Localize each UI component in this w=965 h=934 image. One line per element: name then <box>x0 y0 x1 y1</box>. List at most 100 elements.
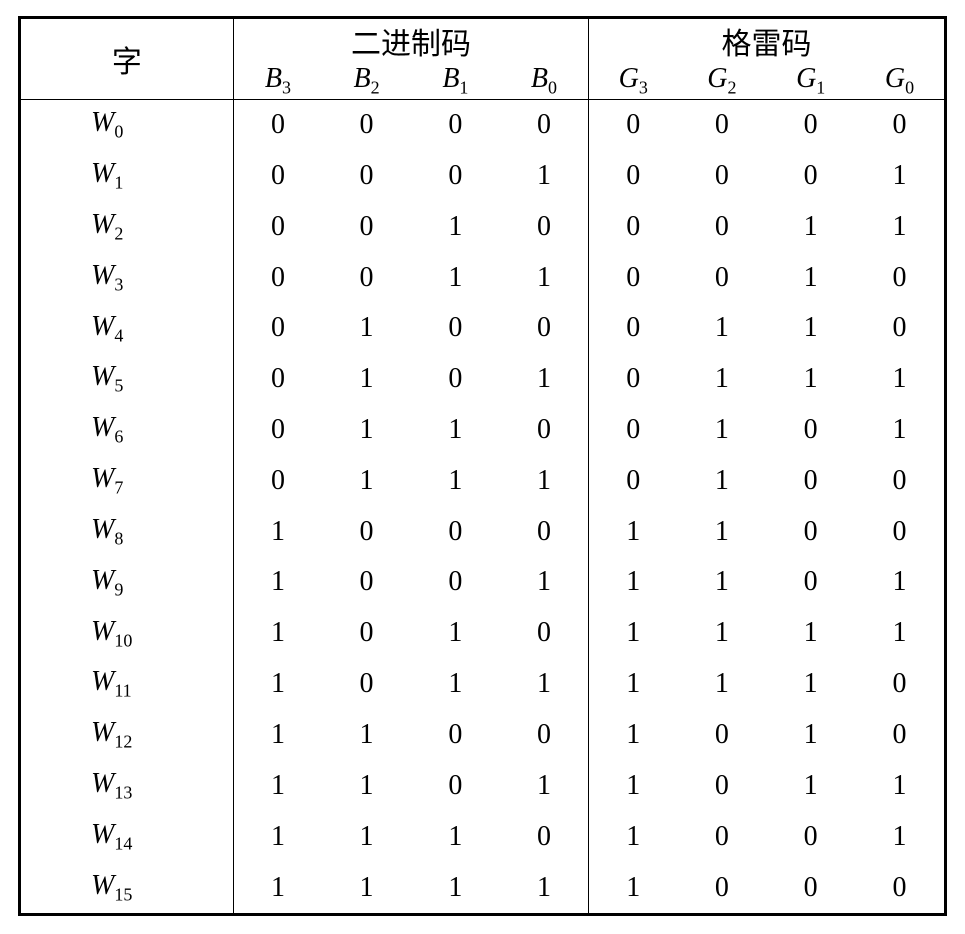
binary-bit-cell: 1 <box>411 811 500 862</box>
binary-bit-cell: 0 <box>411 150 500 201</box>
binary-bit-cell: 0 <box>233 150 322 201</box>
word-cell: W0 <box>21 99 233 150</box>
gray-bit-cell: 1 <box>766 659 855 710</box>
gray-bit-cell: 0 <box>677 811 766 862</box>
gray-bit-cell: 0 <box>855 659 944 710</box>
header-binary: 二进制码 <box>233 19 588 63</box>
table-row: W401000110 <box>21 303 944 354</box>
gray-bit-cell: 0 <box>766 150 855 201</box>
binary-bit-cell: 1 <box>233 811 322 862</box>
binary-bit-cell: 0 <box>500 710 589 761</box>
table-header: 字 二进制码 格雷码 B3B2B1B0G3G2G1G0 <box>21 19 944 99</box>
gray-bit-cell: 0 <box>855 862 944 913</box>
gray-bit-cell: 1 <box>677 506 766 557</box>
binary-bit-cell: 0 <box>233 252 322 303</box>
binary-bit-cell: 0 <box>322 659 411 710</box>
gray-bit-cell: 0 <box>766 405 855 456</box>
gray-bit-cell: 1 <box>766 201 855 252</box>
gray-bit-cell: 1 <box>589 659 678 710</box>
gray-bit-cell: 0 <box>766 455 855 506</box>
gray-bit-cell: 0 <box>589 252 678 303</box>
gray-bit-cell: 1 <box>855 811 944 862</box>
word-cell: W15 <box>21 862 233 913</box>
table-row: W701110100 <box>21 455 944 506</box>
binary-bit-cell: 1 <box>411 405 500 456</box>
table-row: W1010101111 <box>21 608 944 659</box>
table-row: W1311011011 <box>21 760 944 811</box>
header-bit-g2: G2 <box>677 63 766 99</box>
table-row: W1211001010 <box>21 710 944 761</box>
header-gray-label: 格雷码 <box>722 28 812 61</box>
word-cell: W1 <box>21 150 233 201</box>
binary-bit-cell: 0 <box>500 506 589 557</box>
binary-bit-cell: 0 <box>500 99 589 150</box>
table-row: W1511111000 <box>21 862 944 913</box>
header-gray: 格雷码 <box>589 19 944 63</box>
gray-bit-cell: 0 <box>677 201 766 252</box>
gray-bit-cell: 0 <box>766 99 855 150</box>
gray-bit-cell: 1 <box>855 354 944 405</box>
gray-bit-cell: 1 <box>677 608 766 659</box>
header-bit-b1: B1 <box>411 63 500 99</box>
table-row: W501010111 <box>21 354 944 405</box>
binary-bit-cell: 0 <box>233 99 322 150</box>
binary-bit-cell: 1 <box>500 557 589 608</box>
word-cell: W11 <box>21 659 233 710</box>
table-body: W000000000W100010001W200100011W300110010… <box>21 99 944 913</box>
binary-bit-cell: 0 <box>233 405 322 456</box>
binary-bit-cell: 1 <box>322 303 411 354</box>
gray-bit-cell: 0 <box>766 811 855 862</box>
table-row: W200100011 <box>21 201 944 252</box>
gray-bit-cell: 1 <box>855 608 944 659</box>
binary-bit-cell: 1 <box>233 862 322 913</box>
gray-bit-cell: 1 <box>677 557 766 608</box>
gray-bit-cell: 0 <box>589 303 678 354</box>
gray-bit-cell: 1 <box>766 760 855 811</box>
binary-bit-cell: 0 <box>500 201 589 252</box>
word-cell: W8 <box>21 506 233 557</box>
gray-bit-cell: 1 <box>589 608 678 659</box>
gray-bit-cell: 0 <box>855 455 944 506</box>
binary-bit-cell: 1 <box>500 760 589 811</box>
binary-bit-cell: 1 <box>233 506 322 557</box>
word-cell: W14 <box>21 811 233 862</box>
binary-bit-cell: 1 <box>411 455 500 506</box>
gray-bit-cell: 1 <box>766 303 855 354</box>
binary-bit-cell: 0 <box>233 455 322 506</box>
binary-bit-cell: 1 <box>411 252 500 303</box>
header-word: 字 <box>21 19 233 99</box>
binary-bit-cell: 0 <box>411 760 500 811</box>
gray-bit-cell: 0 <box>855 710 944 761</box>
table-row: W300110010 <box>21 252 944 303</box>
gray-bit-cell: 0 <box>677 760 766 811</box>
binary-bit-cell: 1 <box>322 405 411 456</box>
header-bit-b0: B0 <box>500 63 589 99</box>
gray-bit-cell: 0 <box>855 303 944 354</box>
binary-bit-cell: 0 <box>500 608 589 659</box>
word-cell: W5 <box>21 354 233 405</box>
gray-bit-cell: 1 <box>677 455 766 506</box>
gray-bit-cell: 1 <box>589 811 678 862</box>
binary-bit-cell: 1 <box>233 710 322 761</box>
table-row: W1411101001 <box>21 811 944 862</box>
gray-bit-cell: 1 <box>677 405 766 456</box>
binary-bit-cell: 1 <box>322 760 411 811</box>
binary-bit-cell: 1 <box>322 811 411 862</box>
binary-bit-cell: 1 <box>233 659 322 710</box>
gray-bit-cell: 1 <box>855 760 944 811</box>
gray-bit-cell: 1 <box>855 201 944 252</box>
binary-bit-cell: 1 <box>411 201 500 252</box>
word-cell: W12 <box>21 710 233 761</box>
code-table: 字 二进制码 格雷码 B3B2B1B0G3G2G1G0 W000000000W1… <box>18 16 947 916</box>
table-row: W810001100 <box>21 506 944 557</box>
table-row: W1110111110 <box>21 659 944 710</box>
binary-bit-cell: 0 <box>322 506 411 557</box>
binary-bit-cell: 1 <box>500 455 589 506</box>
gray-bit-cell: 1 <box>855 405 944 456</box>
gray-bit-cell: 0 <box>855 252 944 303</box>
binary-bit-cell: 1 <box>233 760 322 811</box>
binary-gray-table: 字 二进制码 格雷码 B3B2B1B0G3G2G1G0 W000000000W1… <box>21 19 944 913</box>
binary-bit-cell: 0 <box>233 354 322 405</box>
header-bit-b2: B2 <box>322 63 411 99</box>
gray-bit-cell: 0 <box>766 506 855 557</box>
